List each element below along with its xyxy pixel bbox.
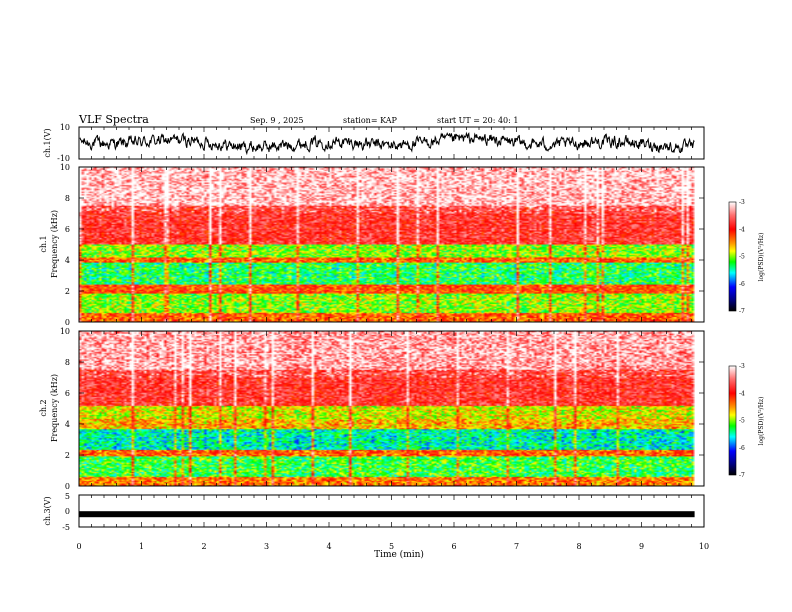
colorbar-tick-label: -3 (739, 199, 745, 206)
ch3-ytick-bottom: -5 (62, 523, 70, 532)
frequency-tick-label: 0 (65, 482, 70, 491)
ch1-waveform-ticks (78, 127, 705, 159)
ch2-spectrogram-ylabel-channel: ch.2 (39, 399, 48, 416)
frequency-tick-label: 4 (65, 420, 70, 429)
ch3-waveform-panel: 5 0 -5 ch.3(V) 0 1 2 3 4 5 6 7 8 9 10 Time (min) (43, 492, 709, 560)
time-tick-label: 1 (139, 542, 144, 551)
time-tick-label: 3 (264, 542, 269, 551)
ch1-colorbar: -3 -4 -5 -6 -7 log(PSD)(V²/Hz) (728, 199, 765, 315)
ch1-ytick-top: 10 (60, 123, 70, 132)
ch2-colorbar-tick-labels: -3 -4 -5 -6 -7 (739, 363, 745, 479)
ch2-colorbar-frame (728, 365, 737, 476)
ch2-spectrogram-panel: 0 2 4 6 8 10 ch.2 Frequency (kHz) (39, 327, 705, 491)
ch2-spectrogram-image (79, 331, 704, 486)
time-tick-label: 10 (699, 542, 709, 551)
colorbar-tick-label: -4 (739, 226, 745, 233)
time-axis-label: Time (min) (374, 549, 424, 560)
colorbar-tick-label: -7 (739, 472, 745, 479)
frequency-tick-label: 8 (65, 194, 70, 203)
time-tick-label: 7 (514, 542, 519, 551)
frequency-tick-label: 8 (65, 358, 70, 367)
ch3-ytick-middle: 0 (65, 507, 70, 516)
ch1-ytick-bottom: -10 (57, 154, 70, 163)
ch2-colorbar-gradient (729, 366, 736, 475)
time-tick-label: 0 (76, 542, 81, 551)
time-tick-label: 8 (576, 542, 581, 551)
ch1-waveform-panel: 10 -10 ch.1(V) (43, 123, 705, 163)
colorbar-tick-label: -5 (739, 418, 745, 425)
frequency-tick-label: 6 (65, 389, 70, 398)
frequency-tick-label: 6 (65, 225, 70, 234)
ch2-spectrogram-ticks (78, 331, 705, 486)
station-label: station= KAP (343, 116, 398, 125)
ch2-spectrogram-ylabel-frequency: Frequency (kHz) (50, 374, 59, 442)
ch3-ytick-top: 5 (65, 492, 70, 501)
frequency-tick-label: 10 (60, 163, 70, 172)
date-label: Sep. 9 , 2025 (250, 116, 304, 125)
frequency-tick-label: 10 (60, 327, 70, 336)
start-time-label: start UT = 20: 40: 1 (437, 116, 518, 125)
ch3-waveform-ticks (78, 495, 705, 527)
time-tick-label: 6 (451, 542, 456, 551)
ch1-spectrogram-image (79, 167, 704, 322)
frequency-tick-label: 2 (65, 287, 70, 296)
ch1-colorbar-label: log(PSD)(V²/Hz) (758, 233, 765, 282)
ch1-waveform-ylabel: ch.1(V) (43, 128, 52, 157)
ch2-spectrogram-ytick-labels: 0 2 4 6 8 10 (60, 327, 704, 491)
ch3-waveform-line (79, 511, 695, 518)
frequency-tick-label: 4 (65, 256, 70, 265)
ch1-colorbar-gradient (729, 202, 736, 311)
colorbar-tick-label: -6 (739, 281, 745, 288)
ch2-colorbar-label: log(PSD)(V²/Hz) (758, 397, 765, 446)
time-tick-label: 4 (326, 542, 331, 551)
frequency-tick-label: 2 (65, 451, 70, 460)
ch1-colorbar-frame (728, 201, 737, 312)
ch3-waveform-ylabel: ch.3(V) (43, 496, 52, 525)
time-tick-label: 2 (201, 542, 206, 551)
ch1-colorbar-tick-labels: -3 -4 -5 -6 -7 (739, 199, 745, 315)
ch1-waveform-line (79, 131, 695, 156)
colorbar-tick-label: -6 (739, 445, 745, 452)
frequency-tick-label: 0 (65, 318, 70, 327)
colorbar-tick-label: -5 (739, 254, 745, 261)
time-tick-label: 9 (639, 542, 644, 551)
ch1-spectrogram-ylabel-channel: ch.1 (39, 235, 48, 252)
ch1-spectrogram-panel: 0 2 4 6 8 10 ch.1 Frequency (kHz) (39, 163, 705, 327)
colorbar-tick-label: -7 (739, 308, 745, 315)
colorbar-tick-label: -3 (739, 363, 745, 370)
ch1-spectrogram-ytick-labels: 0 2 4 6 8 10 (60, 163, 704, 327)
colorbar-tick-label: -4 (739, 390, 745, 397)
ch1-spectrogram-ylabel-frequency: Frequency (kHz) (50, 210, 59, 278)
ch1-spectrogram-ticks (78, 167, 705, 322)
time-axis-tick-labels: 0 1 2 3 4 5 6 7 8 9 10 (76, 542, 709, 551)
time-tick-label: 5 (389, 542, 394, 551)
figure-title: VLF Spectra (78, 113, 149, 126)
ch2-colorbar: -3 -4 -5 -6 -7 log(PSD)(V²/Hz) (728, 363, 765, 479)
